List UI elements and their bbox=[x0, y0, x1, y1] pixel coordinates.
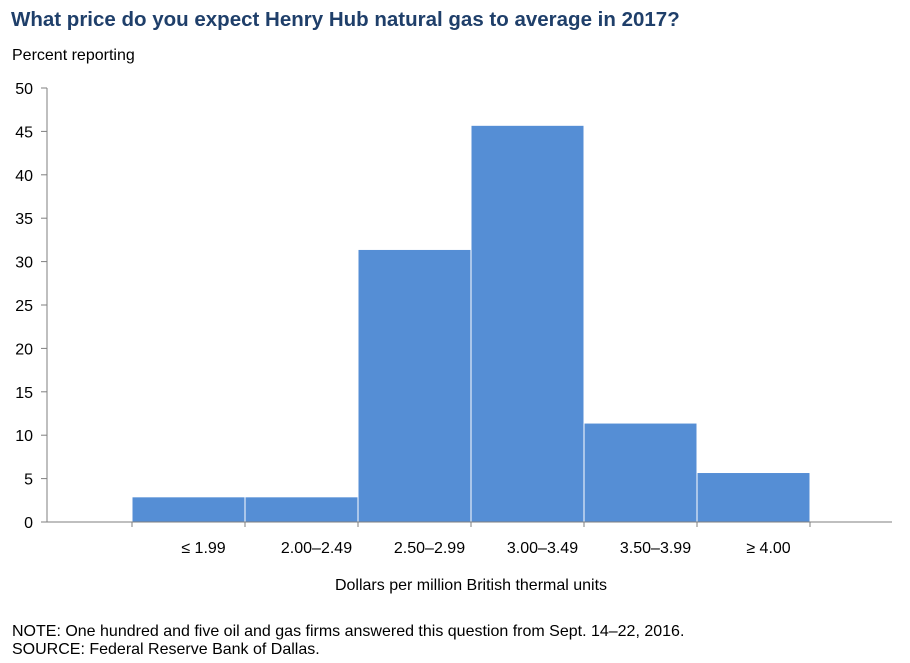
x-tick-label: ≥ 4.00 bbox=[746, 540, 790, 557]
x-tick-label: 3.50–3.99 bbox=[620, 540, 691, 557]
x-tick-label: 2.50–2.99 bbox=[394, 540, 465, 557]
chart-title: What price do you expect Henry Hub natur… bbox=[11, 8, 680, 31]
y-ticks-group: 0 5 10 15 20 25 30 35 40 45 50 bbox=[15, 81, 47, 532]
y-tick-label: 30 bbox=[15, 255, 33, 272]
bar-chart: 0 5 10 15 20 25 30 35 40 45 50 ≤ 1.99 2.00–2.49 2.50… bbox=[15, 81, 892, 557]
y-tick-label: 20 bbox=[15, 341, 33, 358]
y-tick-label: 40 bbox=[15, 168, 33, 185]
y-tick-label: 0 bbox=[24, 515, 33, 532]
y-tick-label: 15 bbox=[15, 385, 33, 402]
y-tick-label: 45 bbox=[15, 124, 33, 141]
y-tick-label: 35 bbox=[15, 211, 33, 228]
y-tick-label: 10 bbox=[15, 428, 33, 445]
x-axis-label: Dollars per million British thermal unit… bbox=[334, 577, 608, 594]
x-tick-label: 2.00–2.49 bbox=[281, 540, 352, 557]
bar-1 bbox=[131, 496, 246, 523]
footnote: NOTE: One hundred and five oil and gas f… bbox=[12, 623, 685, 640]
bar-4 bbox=[470, 124, 585, 523]
bar-3 bbox=[357, 248, 472, 523]
source-note: SOURCE: Federal Reserve Bank of Dallas. bbox=[12, 641, 320, 658]
bar-2 bbox=[244, 496, 359, 523]
x-tick-label: ≤ 1.99 bbox=[181, 540, 225, 557]
y-tick-label: 25 bbox=[15, 298, 33, 315]
y-axis-label: Percent reporting bbox=[12, 47, 135, 64]
x-ticks-group: ≤ 1.99 2.00–2.49 2.50–2.99 3.00–3.49 3.50–3.… bbox=[131, 522, 811, 557]
x-tick-label: 3.00–3.49 bbox=[507, 540, 578, 557]
y-tick-label: 50 bbox=[15, 81, 33, 98]
y-tick-label: 5 bbox=[24, 472, 33, 489]
bar-6 bbox=[696, 472, 811, 523]
bar-5 bbox=[583, 422, 698, 523]
bars-group bbox=[131, 124, 811, 523]
